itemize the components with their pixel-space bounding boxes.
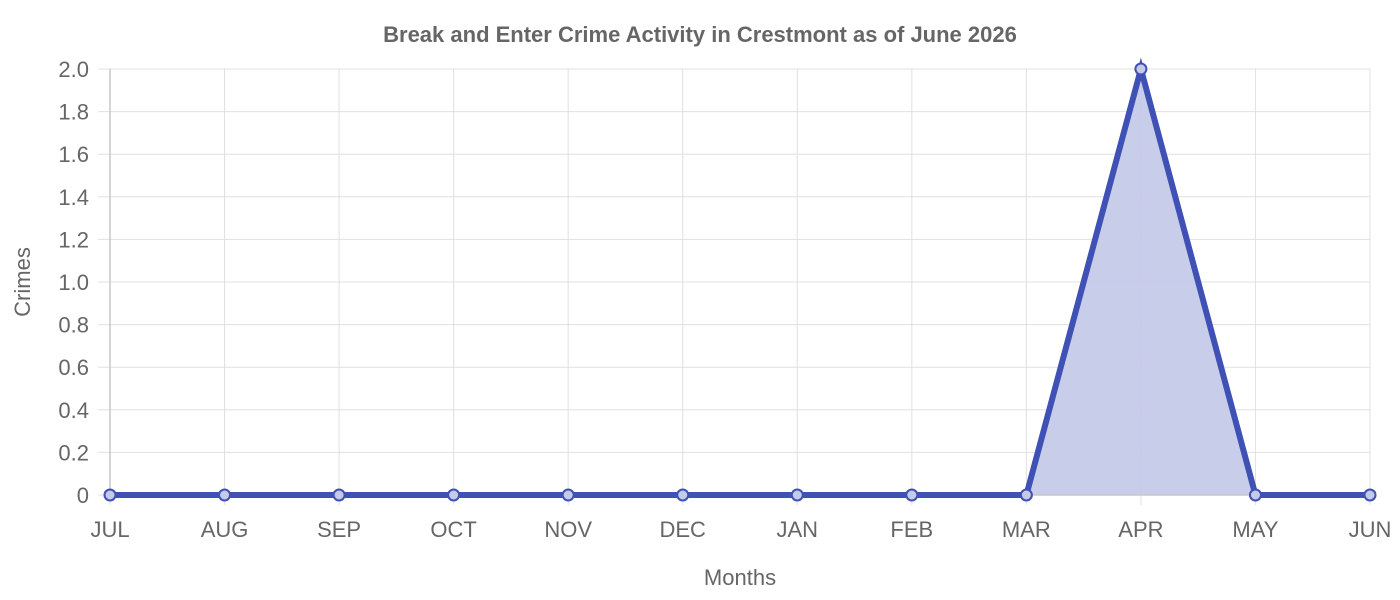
x-tick-label: MAY [1232, 517, 1278, 542]
x-tick-label: APR [1118, 517, 1163, 542]
x-tick-label: JAN [776, 517, 818, 542]
y-tick-label: 0.6 [58, 355, 89, 380]
data-point[interactable] [103, 488, 117, 502]
x-tick-label: JUL [90, 517, 129, 542]
x-tick-label: FEB [890, 517, 933, 542]
y-tick-labels: 0 0.2 0.4 0.6 0.8 1.0 1.2 1.4 1.6 1.8 2.0 [58, 57, 89, 508]
data-point[interactable] [1134, 62, 1148, 76]
series-line [110, 57, 1370, 498]
y-axis-title: Crimes [10, 247, 35, 317]
x-tick-label: DEC [660, 517, 707, 542]
data-point[interactable] [1019, 488, 1033, 502]
data-point[interactable] [332, 488, 346, 502]
x-axis-title: Months [704, 565, 776, 590]
y-tick-label: 0.8 [58, 313, 89, 338]
data-point[interactable] [218, 488, 232, 502]
y-tick-label: 1.4 [58, 185, 89, 210]
data-point[interactable] [561, 488, 575, 502]
data-point[interactable] [1363, 488, 1377, 502]
data-point[interactable] [790, 488, 804, 502]
y-tick-label: 1.2 [58, 227, 89, 252]
x-tick-label: SEP [317, 517, 361, 542]
x-tick-label: MAR [1002, 517, 1051, 542]
data-point[interactable] [447, 488, 461, 502]
y-tick-label: 0.4 [58, 398, 89, 423]
series-line-layer [110, 57, 1370, 498]
y-tick-label: 0.2 [58, 440, 89, 465]
y-tick-label: 2.0 [58, 57, 89, 82]
y-tick-label: 1.0 [58, 270, 89, 295]
x-tick-labels: JUL AUG SEP OCT NOV DEC JAN FEB MAR APR MAY JUN [90, 517, 1391, 542]
data-point[interactable] [676, 488, 690, 502]
x-tick-label: AUG [201, 517, 249, 542]
y-tick-label: 1.8 [58, 100, 89, 125]
chart-title: Break and Enter Crime Activity in Crestm… [383, 22, 1017, 47]
data-point[interactable] [905, 488, 919, 502]
x-tick-label: NOV [544, 517, 592, 542]
x-tick-label: OCT [430, 517, 476, 542]
data-point[interactable] [1248, 488, 1262, 502]
y-tick-label: 1.6 [58, 142, 89, 167]
data-points [103, 62, 1377, 502]
x-tick-label: JUN [1349, 517, 1392, 542]
y-tick-label: 0 [77, 483, 89, 508]
